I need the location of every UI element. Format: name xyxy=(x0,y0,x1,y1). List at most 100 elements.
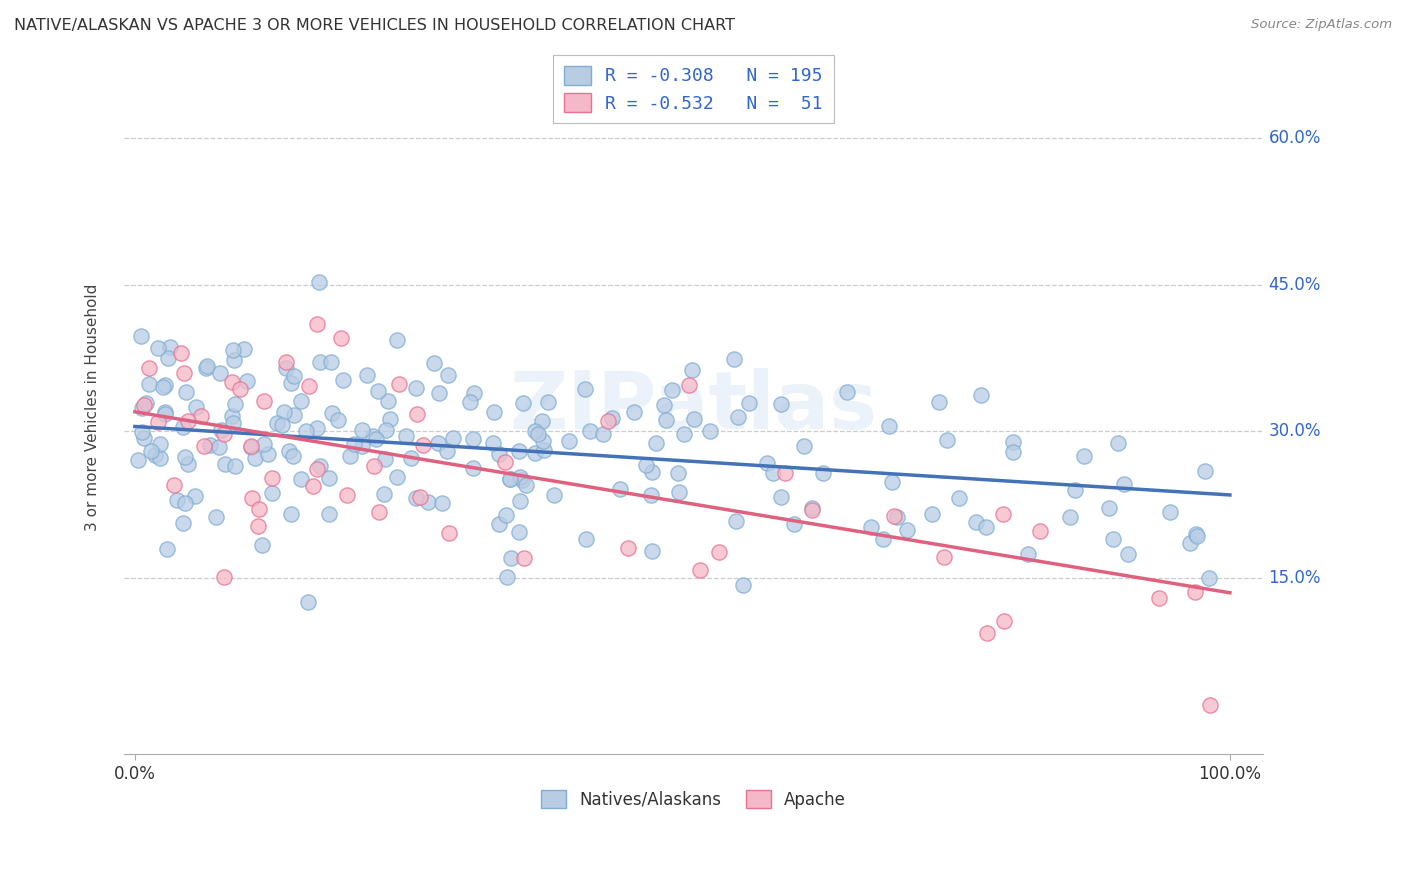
Point xyxy=(385,470,408,484)
Point xyxy=(617,541,640,555)
Point xyxy=(682,412,704,426)
Point xyxy=(976,626,998,640)
Point xyxy=(229,382,252,396)
Point xyxy=(350,439,373,453)
Point xyxy=(1112,477,1135,491)
Point xyxy=(533,434,555,448)
Text: NATIVE/ALASKAN VS APACHE 3 OR MORE VEHICLES IN HOUSEHOLD CORRELATION CHART: NATIVE/ALASKAN VS APACHE 3 OR MORE VEHIC… xyxy=(14,18,735,33)
Point xyxy=(134,398,156,412)
Point xyxy=(368,505,391,519)
Point xyxy=(374,451,396,466)
Point xyxy=(256,446,278,460)
Point xyxy=(186,401,208,415)
Point xyxy=(488,516,510,531)
Point xyxy=(243,451,266,466)
Point xyxy=(974,520,997,534)
Point xyxy=(970,388,993,402)
Point xyxy=(131,425,153,440)
Point xyxy=(600,410,623,425)
Point xyxy=(184,489,207,503)
Point xyxy=(364,432,387,446)
Point xyxy=(634,458,657,473)
Point xyxy=(135,396,157,410)
Point xyxy=(837,385,859,400)
Point xyxy=(406,407,429,421)
Point xyxy=(436,368,458,383)
Point xyxy=(309,458,332,473)
Point xyxy=(496,570,519,584)
Point xyxy=(193,439,215,453)
Point xyxy=(378,412,401,426)
Point xyxy=(214,427,236,442)
Point xyxy=(409,490,432,504)
Point xyxy=(405,491,427,505)
Point xyxy=(156,351,179,366)
Point xyxy=(143,448,166,462)
Point xyxy=(194,361,217,376)
Point xyxy=(152,380,174,394)
Point xyxy=(418,495,440,509)
Point xyxy=(177,414,200,428)
Point xyxy=(221,375,243,389)
Y-axis label: 3 or more Vehicles in Household: 3 or more Vehicles in Household xyxy=(86,284,100,531)
Point xyxy=(458,394,481,409)
Point xyxy=(149,451,172,466)
Point xyxy=(655,413,678,427)
Point xyxy=(499,472,522,486)
Point xyxy=(318,471,340,485)
Point xyxy=(1102,532,1125,546)
Point xyxy=(699,424,721,438)
Point xyxy=(543,488,565,502)
Point xyxy=(423,356,446,370)
Point xyxy=(405,381,427,395)
Point xyxy=(153,405,176,419)
Point xyxy=(375,423,398,437)
Point xyxy=(318,507,340,521)
Point xyxy=(163,478,186,492)
Point xyxy=(388,376,411,391)
Point xyxy=(131,401,153,416)
Point xyxy=(367,384,389,398)
Point xyxy=(356,368,378,382)
Point xyxy=(224,397,246,411)
Point xyxy=(247,501,270,516)
Point xyxy=(536,394,558,409)
Text: 45.0%: 45.0% xyxy=(1268,276,1320,293)
Point xyxy=(1002,434,1025,449)
Point xyxy=(363,458,385,473)
Point xyxy=(305,462,328,476)
Point xyxy=(155,407,177,421)
Point xyxy=(195,359,218,373)
Point xyxy=(172,516,194,530)
Point xyxy=(266,416,288,430)
Point xyxy=(461,433,484,447)
Point xyxy=(481,436,503,450)
Point xyxy=(342,437,364,451)
Point xyxy=(329,331,352,345)
Point xyxy=(533,442,555,457)
Point xyxy=(523,424,546,438)
Point xyxy=(678,378,700,392)
Point xyxy=(173,366,195,380)
Point xyxy=(173,495,195,509)
Point xyxy=(146,415,169,429)
Point xyxy=(1064,483,1087,497)
Point xyxy=(935,433,957,447)
Point xyxy=(156,541,179,556)
Point xyxy=(387,333,409,347)
Point xyxy=(574,382,596,396)
Point xyxy=(432,496,454,510)
Point xyxy=(214,457,236,471)
Point xyxy=(575,533,598,547)
Point xyxy=(727,409,749,424)
Text: 15.0%: 15.0% xyxy=(1268,569,1322,587)
Point xyxy=(1147,591,1170,606)
Point xyxy=(1001,445,1024,459)
Point xyxy=(1185,527,1208,541)
Point xyxy=(725,514,748,528)
Point xyxy=(769,490,792,504)
Point xyxy=(127,453,149,467)
Point xyxy=(793,439,815,453)
Point xyxy=(782,516,804,531)
Point xyxy=(166,492,188,507)
